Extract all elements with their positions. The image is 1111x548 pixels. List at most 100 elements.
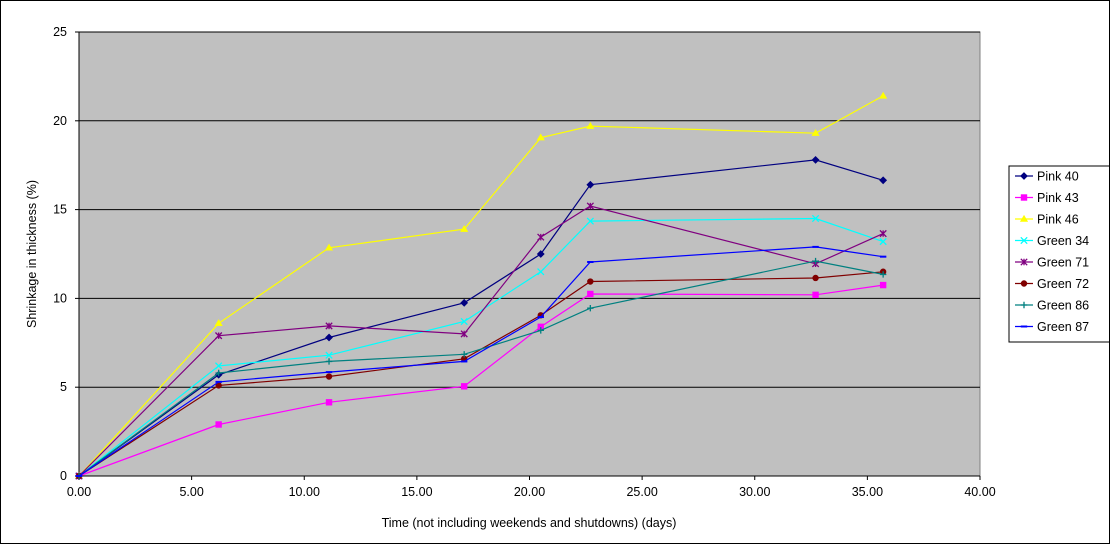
data-point <box>879 237 887 246</box>
legend-label: Pink 40 <box>1037 170 1079 184</box>
data-point <box>587 290 594 298</box>
data-point <box>587 304 594 312</box>
data-point <box>214 332 223 340</box>
y-tick-label: 25 <box>53 25 67 39</box>
data-point <box>460 351 468 358</box>
data-point <box>1020 301 1028 309</box>
legend-item-green-34: Green 34 <box>1015 234 1089 248</box>
y-tick-label: 5 <box>60 380 67 394</box>
legend-label: Green 34 <box>1037 234 1089 248</box>
legend-item-green-72: Green 72 <box>1015 277 1089 291</box>
x-tick-labels: 0.00 5.00 10.00 15.00 20.00 25.00 30.00 35.00 40… <box>67 476 996 499</box>
x-tick-label: 15.00 <box>401 485 432 499</box>
data-point <box>324 243 334 251</box>
x-tick-label: 20.00 <box>514 485 545 499</box>
legend-label: Pink 43 <box>1037 191 1079 205</box>
series-line-pink-43 <box>78 284 884 477</box>
series-pink-46 <box>74 91 888 479</box>
y-tick-labels: 0 5 10 15 20 25 <box>53 25 79 483</box>
legend-item-pink-46: Pink 46 <box>1015 213 1079 227</box>
data-point <box>215 421 222 428</box>
x-tick-label: 10.00 <box>289 485 320 499</box>
data-point <box>460 330 468 338</box>
series-line-green-87 <box>78 246 884 477</box>
data-point <box>325 322 333 330</box>
y-tick-label: 20 <box>53 114 67 128</box>
data-point <box>879 281 887 289</box>
legend-label: Green 87 <box>1037 320 1089 334</box>
data-point <box>215 369 222 377</box>
legend-label: Green 71 <box>1037 256 1089 270</box>
series-line-green-34 <box>78 217 884 477</box>
legend-label: Green 86 <box>1037 299 1089 313</box>
data-point <box>879 176 888 185</box>
data-point <box>586 180 595 189</box>
data-point <box>537 233 545 241</box>
data-point <box>586 121 595 129</box>
x-tick-label: 30.00 <box>739 485 770 499</box>
plot-area <box>78 31 981 477</box>
data-point <box>214 362 223 370</box>
x-tick-label: 40.00 <box>964 485 995 499</box>
series-lines <box>74 91 888 480</box>
gridlines <box>79 31 980 388</box>
data-point <box>812 274 819 282</box>
legend-item-green-71: Green 71 <box>1015 256 1089 270</box>
data-point <box>1020 280 1028 287</box>
series-line-green-86 <box>78 260 884 477</box>
data-point <box>325 358 333 365</box>
data-point <box>536 133 545 141</box>
data-point <box>1019 214 1029 222</box>
series-line-pink-40 <box>78 159 884 477</box>
plot-background <box>78 31 981 477</box>
data-point <box>1020 236 1028 245</box>
data-point <box>811 214 820 223</box>
x-tick-label: 0.00 <box>67 485 91 499</box>
data-point <box>325 351 333 359</box>
legend-label: Pink 46 <box>1037 213 1079 227</box>
data-point <box>325 399 333 406</box>
data-point <box>811 155 820 164</box>
data-point <box>879 91 888 99</box>
x-axis-label: Time (not including weekends and shutdow… <box>382 516 677 530</box>
data-point <box>1020 194 1028 201</box>
legend-item-pink-40: Pink 40 <box>1015 170 1079 184</box>
y-axis-label: Shrinkage in thickness (%) <box>25 180 39 328</box>
y-tick-label: 0 <box>60 469 67 483</box>
legend-label: Green 72 <box>1037 277 1089 291</box>
data-point <box>1020 172 1028 180</box>
y-tick-label: 10 <box>53 291 67 305</box>
data-point <box>460 317 468 326</box>
data-point <box>811 129 820 136</box>
data-point <box>460 383 468 390</box>
data-point <box>586 202 594 210</box>
data-point <box>812 257 819 265</box>
data-point <box>460 298 469 307</box>
data-point <box>879 271 887 278</box>
data-point <box>537 268 545 276</box>
y-tick-label: 15 <box>53 203 67 217</box>
data-point <box>460 224 469 232</box>
data-point <box>536 250 545 258</box>
series-green-87 <box>75 245 887 477</box>
data-point <box>586 217 594 225</box>
data-point <box>537 327 544 334</box>
x-tick-label: 25.00 <box>626 485 657 499</box>
series-line-green-72 <box>78 271 884 477</box>
data-point <box>214 319 223 326</box>
series-line-green-71 <box>78 205 884 477</box>
series-line-pink-46 <box>78 95 884 477</box>
series-green-72 <box>75 268 887 480</box>
legend-item-green-87: Green 87 <box>1015 320 1089 334</box>
data-point <box>325 333 333 342</box>
x-tick-label: 5.00 <box>179 485 203 499</box>
legend: Pink 40 Pink 43 Pink 46 Green 34 Green 71 Gre… <box>1008 165 1111 343</box>
data-point <box>587 278 594 285</box>
data-point <box>879 229 887 238</box>
data-point <box>1020 258 1028 266</box>
x-tick-label: 35.00 <box>852 485 883 499</box>
data-point <box>812 291 819 299</box>
data-point <box>325 373 333 380</box>
